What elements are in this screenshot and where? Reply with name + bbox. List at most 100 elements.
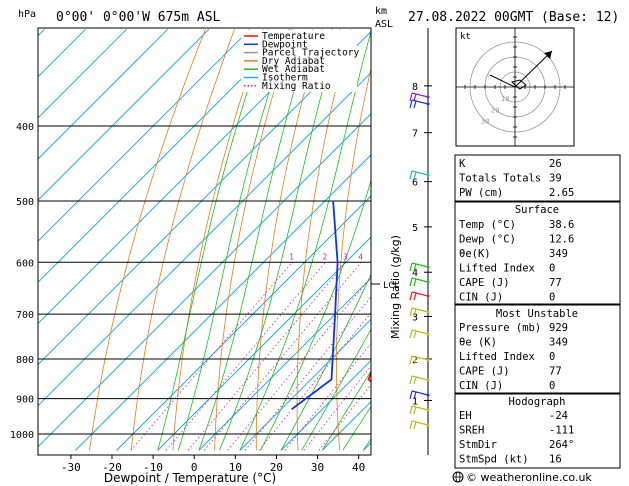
legend-entry: Isotherm bbox=[262, 73, 308, 84]
surface-row-value: 0 bbox=[549, 263, 555, 275]
wet-adiabat-line bbox=[301, 328, 371, 451]
surface-row-label: θe(K) bbox=[459, 248, 491, 260]
temperature-tick-label: -20 bbox=[102, 461, 122, 474]
mixing-ratio-label: 6 bbox=[380, 252, 385, 261]
temperature-axis: -30 -20 -10 0 10 20 30 40 bbox=[61, 455, 365, 474]
wind-barb-feather bbox=[409, 355, 413, 365]
temperature-tick-label: 20 bbox=[270, 461, 283, 474]
wind-barb-staff bbox=[411, 99, 429, 105]
hodograph-table-row-value: -24 bbox=[549, 410, 568, 422]
wind-barb-staff bbox=[411, 405, 429, 411]
wind-barb-feather bbox=[413, 93, 417, 102]
legend-entry: Dry Adiabat bbox=[262, 56, 325, 67]
hodograph-table-row-label: EH bbox=[459, 410, 472, 422]
wind-barb-staff bbox=[411, 355, 429, 361]
wind-barb-feather bbox=[413, 330, 417, 339]
hodograph-table-title: Hodograph bbox=[509, 396, 566, 408]
pressure-tick-label: 800 bbox=[16, 355, 34, 366]
dry-adiabat-line bbox=[581, 29, 629, 450]
storm-motion-arrow bbox=[514, 50, 553, 88]
temperature-tick-label: 0 bbox=[191, 461, 198, 474]
wind-barb-staff bbox=[411, 92, 429, 98]
wind-barb-dot bbox=[426, 310, 430, 314]
legend-entry: Temperature bbox=[262, 31, 325, 42]
wind-barb-dot bbox=[426, 358, 430, 362]
wind-barb-feather bbox=[413, 100, 417, 109]
wind-barb-dot bbox=[426, 408, 430, 412]
isotherm-line bbox=[38, 28, 292, 284]
mixing-ratio-line bbox=[187, 262, 347, 451]
hodograph-table-row-value: 16 bbox=[549, 454, 562, 466]
pressure-tick-label: 400 bbox=[16, 122, 34, 133]
wind-barb-feather bbox=[413, 391, 417, 400]
mixing-ratio-axis-title: Mixing Ratio (g/kg) bbox=[389, 235, 402, 339]
mixing-ratio-line bbox=[130, 262, 293, 451]
wind-barb-feather bbox=[413, 263, 417, 272]
wind-barb-feather bbox=[409, 420, 413, 430]
plot-frame bbox=[37, 27, 372, 456]
wind-barb-staff bbox=[411, 277, 429, 283]
hodograph-trace bbox=[511, 79, 527, 90]
km-tick-label: 8 bbox=[412, 82, 418, 93]
wind-barb-icon bbox=[409, 92, 430, 102]
wind-barb-icon bbox=[409, 405, 430, 415]
hodograph-table-row-label: StmDir bbox=[459, 439, 497, 451]
wind-barb-feather bbox=[413, 406, 417, 415]
isotherm-line bbox=[38, 28, 86, 78]
wind-barb-feather bbox=[413, 278, 417, 287]
surface-row-label: Lifted Index bbox=[459, 263, 535, 275]
wet-adiabat-line bbox=[157, 29, 269, 451]
wind-barb-feather bbox=[409, 375, 413, 385]
wind-barb-dot bbox=[426, 95, 430, 99]
km-unit-label: km bbox=[375, 6, 387, 17]
dry-adiabat-line bbox=[296, 29, 352, 451]
indices-row-label: Totals Totals bbox=[459, 173, 541, 185]
wind-barbs bbox=[409, 92, 430, 430]
wet-adiabat-line bbox=[198, 29, 313, 451]
surface-row-value: 77 bbox=[549, 277, 562, 289]
isotherm-line bbox=[239, 318, 371, 451]
wind-barb-staff bbox=[411, 170, 429, 176]
wind-barb-icon bbox=[409, 375, 430, 385]
wind-barb-icon bbox=[409, 420, 430, 430]
x-axis-title: Dewpoint / Temperature (°C) bbox=[104, 471, 276, 485]
wind-barb-feather bbox=[409, 277, 413, 287]
surface-row-value: 12.6 bbox=[549, 234, 574, 246]
mixing-ratio-label: 1 bbox=[289, 252, 294, 261]
pressure-tick-label: 1000 bbox=[10, 430, 34, 441]
mixing-ratio-label: 10 bbox=[410, 252, 420, 261]
mixing-ratio-line bbox=[203, 262, 362, 451]
wind-barb-dot bbox=[426, 280, 430, 284]
mixing-ratio-line bbox=[258, 312, 371, 451]
most-unstable-row-label: Lifted Index bbox=[459, 351, 535, 363]
wet-adiabat-lines bbox=[157, 29, 371, 451]
mixing-ratio-line bbox=[227, 276, 371, 451]
wind-barb-staff bbox=[411, 262, 429, 268]
mixing-ratio-line bbox=[303, 365, 371, 451]
wind-barb-dot bbox=[426, 423, 430, 427]
wind-barb-icon bbox=[409, 329, 430, 339]
most-unstable-row-value: 349 bbox=[549, 337, 568, 349]
km-tick-label: 3 bbox=[412, 313, 418, 324]
legend-entry: Wet Adiabat bbox=[262, 64, 325, 75]
wind-barb-feather bbox=[409, 92, 413, 102]
wind-barb-staff bbox=[411, 291, 429, 297]
most-unstable-row-value: 0 bbox=[549, 351, 555, 363]
legend-entry: Parcel Trajectory bbox=[262, 48, 360, 59]
location-label: 0°00' 0°00'W 675m ASL bbox=[56, 10, 221, 25]
index-tables: K 26 Totals Totals 39 PW (cm) 2.65 Surface Temp… bbox=[454, 154, 621, 469]
copyright-label: © weatheronline.co.uk bbox=[466, 471, 592, 484]
dry-adiabat-lines bbox=[89, 29, 629, 451]
wind-barb-staff bbox=[411, 329, 429, 335]
most-unstable-row-label: CIN (J) bbox=[459, 380, 503, 392]
most-unstable-row-label: CAPE (J) bbox=[459, 366, 510, 378]
hodograph-trace-segment bbox=[489, 74, 516, 88]
indices-row-label: K bbox=[459, 158, 466, 170]
wind-barb-icon bbox=[409, 291, 430, 301]
legend-background bbox=[241, 30, 357, 92]
mixing-ratio-label: 15 bbox=[434, 252, 444, 261]
surface-row-value: 349 bbox=[549, 248, 568, 260]
